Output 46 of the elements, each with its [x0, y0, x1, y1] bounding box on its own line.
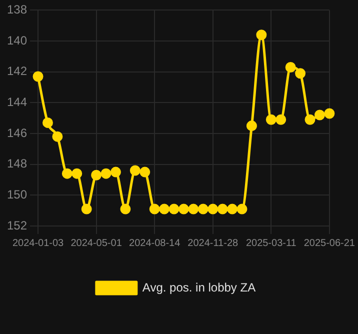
- point: [159, 204, 170, 214]
- point: [100, 168, 112, 179]
- point: [91, 170, 102, 180]
- point: [227, 204, 238, 214]
- point: [314, 110, 325, 120]
- y-tick-label: 148: [6, 156, 28, 171]
- point: [276, 114, 286, 125]
- point: [304, 114, 316, 125]
- x-tick-label: 2024-05-01: [70, 238, 122, 249]
- point: [52, 131, 63, 142]
- point: [140, 166, 150, 178]
- point: [266, 114, 276, 125]
- point: [324, 108, 335, 119]
- point: [120, 204, 131, 214]
- point: [110, 166, 121, 178]
- x-tick-label: 2025-03-11: [246, 238, 297, 249]
- x-tick-label: 2024-11-28: [188, 238, 238, 249]
- point: [42, 117, 53, 128]
- y-tick-label: 138: [6, 2, 28, 17]
- point: [81, 204, 92, 214]
- y-tick-label: 150: [6, 187, 28, 202]
- point: [285, 62, 296, 72]
- point: [62, 168, 72, 179]
- y-tick-label: 144: [6, 95, 28, 109]
- point: [149, 204, 160, 214]
- point: [168, 204, 180, 214]
- point: [32, 71, 44, 82]
- point: [188, 204, 199, 214]
- y-tick-label: 146: [6, 126, 28, 140]
- point: [130, 165, 140, 176]
- point: [246, 120, 257, 132]
- x-tick-label: 2025-06-21: [304, 238, 356, 249]
- point: [256, 30, 267, 40]
- x-tick-label: 2024-01-03: [12, 238, 64, 249]
- point: [208, 204, 218, 214]
- point: [178, 204, 189, 214]
- y-tick-label: 140: [6, 33, 28, 48]
- point: [198, 204, 208, 214]
- y-tick-label: 142: [6, 64, 28, 78]
- point: [217, 204, 228, 214]
- x-tick-label: 2024-08-14: [129, 238, 181, 249]
- point: [295, 68, 306, 79]
- point: [236, 204, 248, 214]
- point: [72, 168, 82, 179]
- legend-label: Avg. pos. in lobby ZA: [142, 280, 256, 294]
- y-tick-label: 152: [6, 218, 28, 232]
